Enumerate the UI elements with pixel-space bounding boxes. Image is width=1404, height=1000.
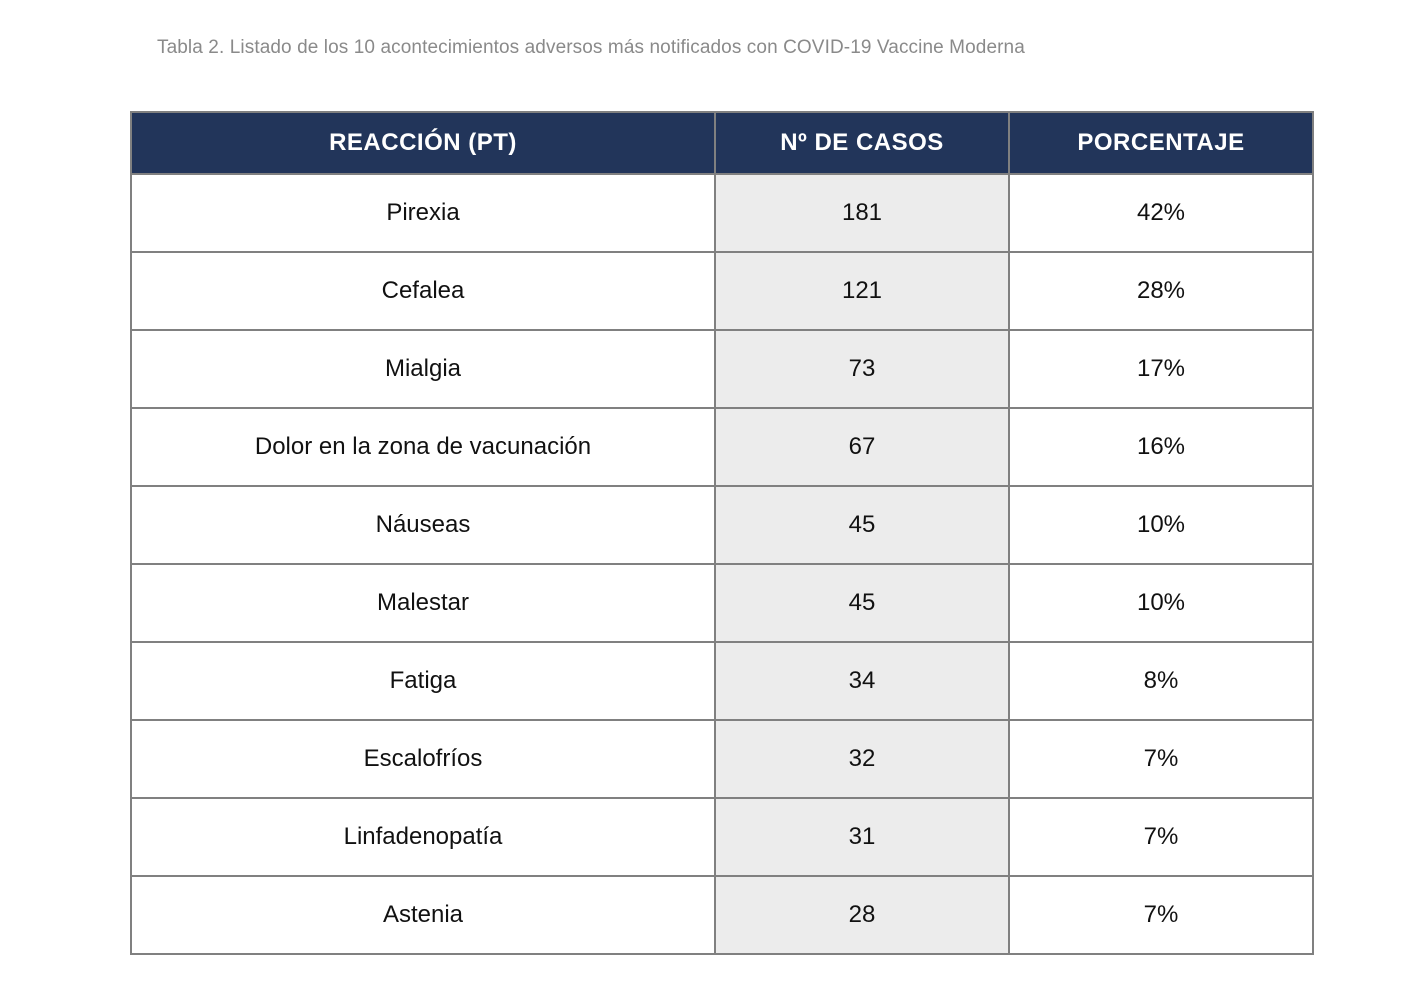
cell-reaction: Astenia [130, 875, 716, 955]
table-row: Astenia 28 7% [130, 875, 1314, 955]
cell-percentage: 10% [1008, 563, 1314, 643]
table-row: Dolor en la zona de vacunación 67 16% [130, 407, 1314, 487]
cell-cases: 31 [714, 797, 1010, 877]
cell-cases: 32 [714, 719, 1010, 799]
cell-percentage: 8% [1008, 641, 1314, 721]
cell-cases: 73 [714, 329, 1010, 409]
cell-reaction: Náuseas [130, 485, 716, 565]
cell-cases: 181 [714, 173, 1010, 253]
table-row: Mialgia 73 17% [130, 329, 1314, 409]
cell-cases: 28 [714, 875, 1010, 955]
table-row: Náuseas 45 10% [130, 485, 1314, 565]
table-row: Pirexia 181 42% [130, 173, 1314, 253]
cell-cases: 34 [714, 641, 1010, 721]
cell-cases: 45 [714, 485, 1010, 565]
cell-reaction: Mialgia [130, 329, 716, 409]
cell-percentage: 42% [1008, 173, 1314, 253]
cell-reaction: Linfadenopatía [130, 797, 716, 877]
cell-reaction: Escalofríos [130, 719, 716, 799]
cell-percentage: 28% [1008, 251, 1314, 331]
cell-percentage: 7% [1008, 875, 1314, 955]
table-row: Linfadenopatía 31 7% [130, 797, 1314, 877]
cell-reaction: Fatiga [130, 641, 716, 721]
cell-reaction: Pirexia [130, 173, 716, 253]
cell-reaction: Cefalea [130, 251, 716, 331]
cell-reaction: Dolor en la zona de vacunación [130, 407, 716, 487]
cell-cases: 67 [714, 407, 1010, 487]
header-percentage: PORCENTAJE [1008, 111, 1314, 175]
cell-percentage: 10% [1008, 485, 1314, 565]
cell-reaction: Malestar [130, 563, 716, 643]
cell-percentage: 7% [1008, 797, 1314, 877]
adverse-events-table: REACCIÓN (PT) Nº DE CASOS PORCENTAJE Pir… [130, 111, 1314, 955]
table-row: Cefalea 121 28% [130, 251, 1314, 331]
table-row: Malestar 45 10% [130, 563, 1314, 643]
cell-percentage: 7% [1008, 719, 1314, 799]
table-row: Fatiga 34 8% [130, 641, 1314, 721]
header-reaction: REACCIÓN (PT) [130, 111, 716, 175]
cell-percentage: 16% [1008, 407, 1314, 487]
header-cases: Nº DE CASOS [714, 111, 1010, 175]
table-row: Escalofríos 32 7% [130, 719, 1314, 799]
table-caption: Tabla 2. Listado de los 10 acontecimient… [157, 37, 1025, 58]
cell-percentage: 17% [1008, 329, 1314, 409]
table-header-row: REACCIÓN (PT) Nº DE CASOS PORCENTAJE [130, 111, 1314, 175]
cell-cases: 121 [714, 251, 1010, 331]
cell-cases: 45 [714, 563, 1010, 643]
